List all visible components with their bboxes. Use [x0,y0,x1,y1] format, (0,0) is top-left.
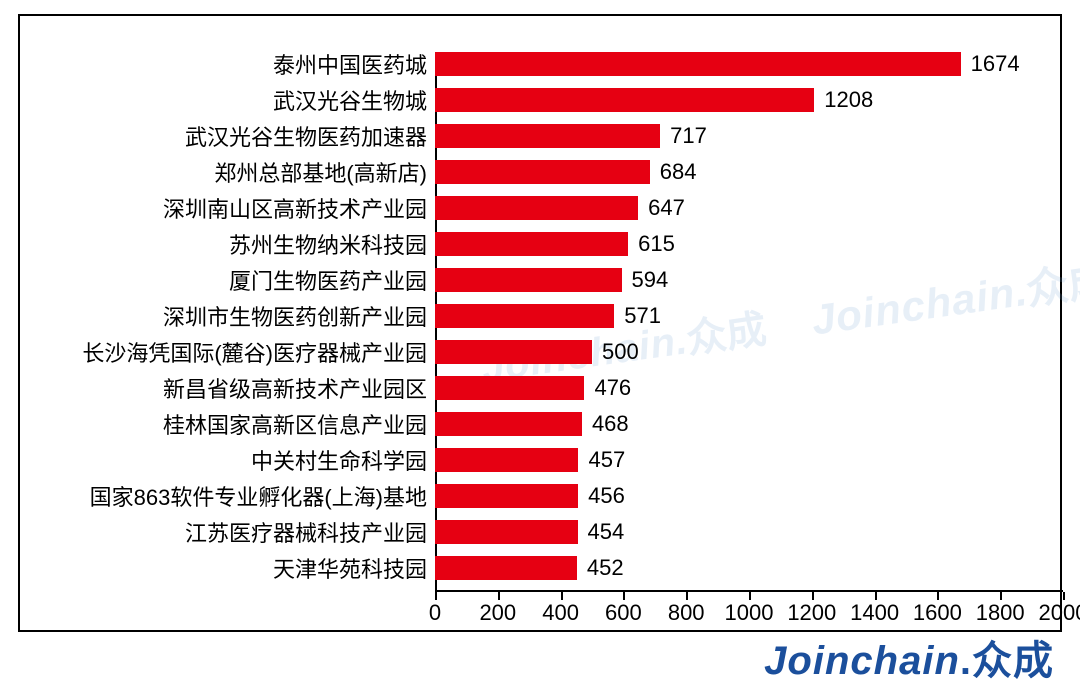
x-tick [875,592,877,600]
category-label: 深圳南山区高新技术产业园 [163,192,427,224]
bar-value-label: 647 [648,195,685,221]
plot-area: 1674 1208 717 684 647 615 594 571 500 476 468 457 45… [435,52,1063,592]
chart-border: Joinchain.众成Joinchain.众成 泰州中国医药城武汉光谷生物城武… [18,14,1062,632]
bar [435,52,961,76]
category-label: 武汉光谷生物城 [273,84,427,116]
bar [435,448,578,472]
category-label: 中关村生命科学园 [251,444,427,476]
bar [435,160,650,184]
bar [435,124,660,148]
category-label: 郑州总部基地(高新店) [214,156,427,188]
footer-logo-zc: 众成 [972,639,1054,683]
chart-frame: Joinchain.众成Joinchain.众成 泰州中国医药城武汉光谷生物城武… [0,0,1080,692]
x-tick [623,592,625,600]
x-tick [812,592,814,600]
x-tick-label: 2000 [1039,600,1080,626]
bar-value-label: 594 [632,267,669,293]
bar [435,88,814,112]
bar [435,556,577,580]
x-tick [937,592,939,600]
footer-logo: Joinchain.众成 [764,628,1054,686]
y-axis-labels: 泰州中国医药城武汉光谷生物城武汉光谷生物医药加速器郑州总部基地(高新店)深圳南山… [20,52,435,592]
bar-value-label: 452 [587,555,624,581]
x-tick-label: 800 [668,600,705,626]
bar [435,484,578,508]
bar-value-label: 615 [638,231,675,257]
x-tick-label: 1200 [787,600,836,626]
bar [435,520,578,544]
bar-value-label: 571 [624,303,661,329]
x-tick-label: 1800 [976,600,1025,626]
category-label: 厦门生物医药产业园 [229,264,427,296]
bar-value-label: 1208 [824,87,873,113]
bar [435,196,638,220]
bar-value-label: 457 [588,447,625,473]
bar [435,412,582,436]
footer-logo-dot: . [960,639,972,683]
category-label: 新昌省级高新技术产业园区 [163,372,427,404]
category-label: 桂林国家高新区信息产业园 [163,408,427,440]
x-tick [435,592,437,600]
x-tick [749,592,751,600]
bar [435,232,628,256]
x-tick [686,592,688,600]
bar [435,340,592,364]
x-tick-label: 1600 [913,600,962,626]
category-label: 苏州生物纳米科技园 [229,228,427,260]
bar [435,268,622,292]
bar-value-label: 717 [670,123,707,149]
category-label: 泰州中国医药城 [273,48,427,80]
category-label: 长沙海凭国际(麓谷)医疗器械产业园 [82,336,427,368]
bar-value-label: 476 [594,375,631,401]
bar-value-label: 468 [592,411,629,437]
footer-logo-joinchain: Joinchain [764,639,960,683]
x-tick [498,592,500,600]
category-label: 天津华苑科技园 [273,552,427,584]
bar-value-label: 500 [602,339,639,365]
category-label: 深圳市生物医药创新产业园 [163,300,427,332]
category-label: 武汉光谷生物医药加速器 [185,120,427,152]
category-label: 江苏医疗器械科技产业园 [185,516,427,548]
x-tick-label: 1000 [725,600,774,626]
bar-value-label: 1674 [971,51,1020,77]
x-tick-label: 1400 [850,600,899,626]
bar-value-label: 456 [588,483,625,509]
bar-value-label: 684 [660,159,697,185]
x-tick-label: 0 [429,600,441,626]
bar-value-label: 454 [588,519,625,545]
x-tick [1063,592,1065,600]
x-tick [561,592,563,600]
category-label: 国家863软件专业孵化器(上海)基地 [90,480,427,512]
x-tick-label: 600 [605,600,642,626]
bar [435,376,584,400]
x-tick-label: 200 [479,600,516,626]
x-tick-label: 400 [542,600,579,626]
x-tick [1000,592,1002,600]
bar [435,304,614,328]
